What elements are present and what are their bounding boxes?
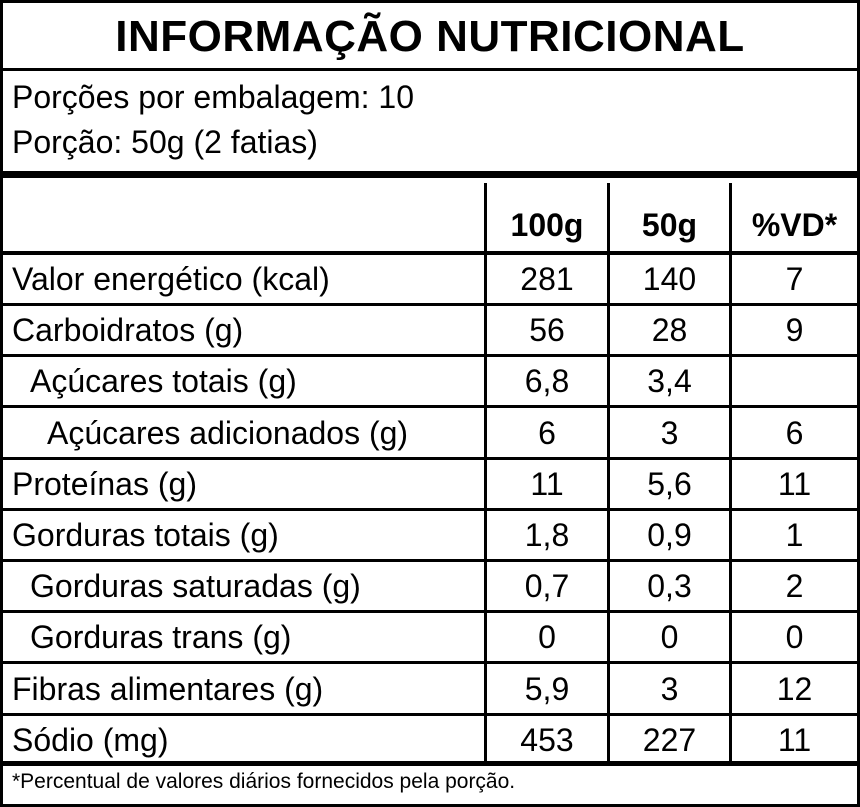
value-per-serving: 3 (660, 414, 679, 451)
serving-divider (3, 171, 857, 178)
label-title: INFORMAÇÃO NUTRICIONAL (115, 12, 745, 61)
value-per-100g: 11 (530, 465, 564, 502)
row-divider (3, 405, 857, 409)
value-per-100g: 453 (520, 721, 574, 758)
value-per-100g: 0,7 (524, 568, 570, 605)
value-per-100g: 5,9 (524, 670, 570, 707)
value-per-serving: 5,6 (647, 465, 692, 502)
table-row: Gorduras trans (g) 0 0 0 (3, 613, 857, 665)
value-per-serving: 3 (660, 670, 679, 707)
value-daily-percent: 7 (785, 261, 804, 297)
table-row: Gorduras saturadas (g) 0,7 0,3 2 (3, 562, 857, 614)
nutrient-name: Fibras alimentares (g) (12, 670, 324, 707)
value-per-serving: 0,3 (647, 568, 692, 605)
column-header-dv: %VD* (751, 207, 838, 243)
row-divider (3, 354, 857, 358)
value-per-100g: 281 (520, 261, 574, 297)
table-row: Fibras alimentares (g) 5,9 3 12 (3, 665, 857, 716)
value-daily-percent: 9 (785, 312, 804, 349)
table-row: Açúcares totais (g) 6,8 3,4 (3, 357, 857, 409)
value-per-serving: 28 (651, 312, 688, 349)
title-divider (3, 68, 857, 71)
table-row: Açúcares adicionados (g) 6 3 6 (3, 409, 857, 460)
value-daily-percent: 0 (785, 619, 804, 656)
nutrient-name: Sódio (mg) (12, 721, 169, 758)
servings-per-package: Porções por embalagem: 10 (12, 79, 414, 115)
row-divider (3, 610, 857, 614)
nutrient-name: Valor energético (kcal) (12, 261, 330, 297)
table-row: Carboidratos (g) 56 28 9 (3, 306, 857, 358)
value-per-100g: 6,8 (524, 363, 570, 400)
value-per-100g: 56 (529, 312, 565, 349)
nutrient-name: Açúcares totais (g) (30, 363, 297, 400)
nutrient-name: Açúcares adicionados (g) (47, 414, 409, 451)
table-row: Gorduras totais (g) 1,8 0,9 1 (3, 511, 857, 562)
value-daily-percent: 1 (785, 517, 804, 553)
value-daily-percent: 6 (785, 414, 804, 451)
value-per-serving: 0,9 (647, 517, 692, 553)
value-per-serving: 140 (642, 261, 697, 297)
value-per-serving: 3,4 (647, 363, 692, 400)
column-divider-serving (607, 183, 610, 761)
column-divider-100g (484, 183, 487, 761)
nutrient-name: Gorduras totais (g) (12, 517, 279, 553)
nutrient-name: Gorduras saturadas (g) (30, 568, 361, 605)
value-daily-percent: 11 (777, 465, 812, 502)
column-header-serving: 50g (641, 207, 698, 243)
column-divider-dv (729, 183, 732, 761)
column-header-100g: 100g (510, 207, 584, 243)
footnote: *Percentual de valores diários fornecido… (12, 770, 516, 793)
row-divider (3, 507, 857, 511)
nutrient-name: Proteínas (g) (12, 465, 197, 502)
row-divider (3, 456, 857, 460)
nutrient-name: Carboidratos (g) (12, 312, 244, 349)
header-divider (3, 251, 857, 255)
value-per-serving: 0 (660, 619, 679, 656)
serving-size: Porção: 50g (2 fatias) (12, 124, 318, 160)
nutrient-name: Gorduras trans (g) (30, 619, 292, 656)
row-divider (3, 303, 857, 306)
table-row: Sódio (mg) 453 227 11 (3, 716, 857, 767)
table-row: Valor energético (kcal) 281 140 7 (3, 255, 857, 306)
footer-divider (3, 761, 857, 766)
row-divider (3, 661, 857, 665)
value-daily-percent: 12 (776, 670, 813, 707)
row-divider (3, 712, 857, 716)
value-per-serving: 227 (642, 721, 697, 758)
row-divider (3, 559, 857, 562)
value-per-100g: 6 (538, 414, 556, 451)
value-per-100g: 1,8 (524, 517, 570, 553)
value-daily-percent: 11 (777, 721, 812, 758)
table-row: Proteínas (g) 11 5,6 11 (3, 460, 857, 511)
value-daily-percent: 2 (785, 568, 804, 605)
value-per-100g: 0 (538, 619, 556, 656)
